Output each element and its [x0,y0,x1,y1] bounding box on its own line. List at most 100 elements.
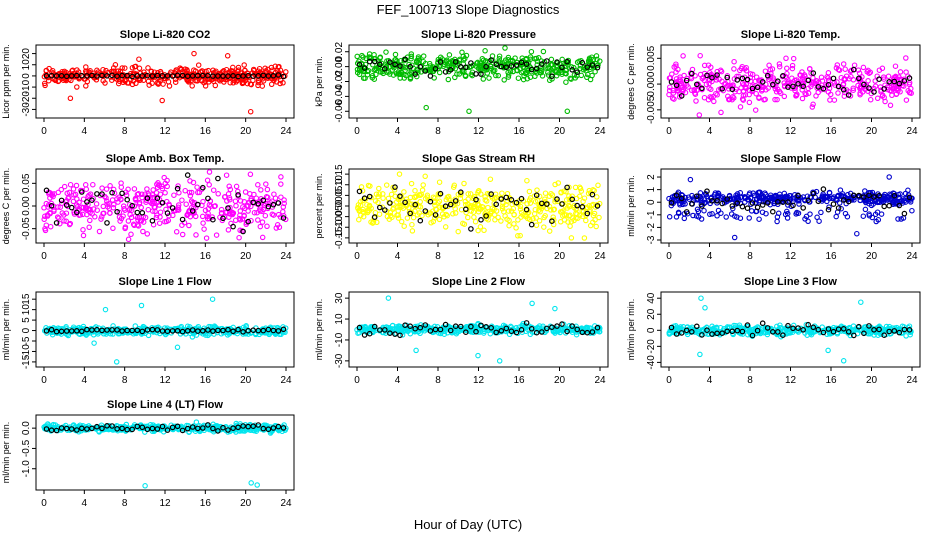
data-point [84,78,91,85]
data-point [895,216,901,222]
data-point [173,229,180,235]
reference-point [830,75,837,82]
data-point [55,78,61,85]
reference-point [270,73,277,79]
reference-point [906,194,913,201]
reference-point [205,72,211,79]
reference-point [764,200,771,206]
reference-point [412,71,419,77]
reference-point [220,73,226,79]
data-point [789,75,795,81]
reference-point [699,203,705,209]
data-point [204,216,211,222]
data-point [838,205,844,212]
data-point [111,201,117,208]
data-point [179,197,185,203]
x-tick-label: 0 [354,375,360,386]
reference-point [462,206,469,213]
y-tick-label: 0 [646,327,657,333]
data-point [258,187,264,193]
data-point [156,182,162,189]
data-point [172,79,179,85]
y-tick-label: 10 [21,304,32,316]
data-point [827,97,833,103]
data-point [669,95,676,102]
data-point [459,49,465,56]
reference-point [825,206,832,213]
reference-point [174,327,181,334]
outlier-point [413,347,419,354]
data-point [188,77,194,84]
reference-point [850,66,857,73]
data-point [125,218,132,224]
data-point [162,180,169,187]
y-tick-label: 0 [646,199,657,205]
reference-point [53,220,60,226]
reference-point [673,82,680,89]
data-point [230,210,237,216]
y-tick-label: -0.5 [21,439,32,457]
data-point [424,192,431,199]
data-point [842,66,848,72]
data-point [154,329,160,336]
data-point [194,325,201,331]
data-point [593,53,600,59]
data-point [233,203,239,209]
data-point [83,186,90,192]
data-point [166,201,172,207]
data-point [360,213,367,220]
data-point [551,206,558,213]
data-point [586,203,593,209]
x-tick-label: 16 [200,498,212,509]
reference-point [447,201,454,208]
data-point [823,81,829,88]
reference-point [744,76,751,83]
y-tick-label: 40 [646,292,657,304]
outlier-point [423,104,429,111]
data-point [376,185,382,192]
data-point [175,183,181,189]
data-point [154,80,161,86]
data-point [793,211,799,217]
data-point [120,203,127,209]
data-point [505,69,511,76]
data-point [414,66,420,73]
data-point [64,190,70,197]
data-point [255,217,261,223]
reference-point [523,206,530,213]
reference-point [179,72,186,79]
reference-point [280,326,287,333]
reference-point [866,192,872,199]
reference-point [255,327,262,334]
reference-point [468,226,474,232]
outlier-point [718,109,724,116]
data-point [730,205,736,212]
outlier-point [209,296,216,302]
reference-point [169,328,176,334]
reference-point [759,202,766,208]
y-tick-label: 30 [334,292,345,304]
data-point [508,208,515,214]
data-point [70,186,77,192]
data-point [851,62,858,68]
x-tick-label: 8 [747,251,753,262]
outlier-point [529,300,535,307]
x-tick-label: 12 [159,126,171,137]
reference-point [174,72,181,79]
data-point [227,196,233,203]
data-point [137,217,144,224]
reference-point [855,75,862,82]
outlier-point [568,235,575,241]
panel-3: Slope Li-820 Temp.0 4 8 12 16 20 24-0.0050.000… [626,29,921,137]
data-point [491,212,498,218]
x-tick-label: 16 [200,251,212,262]
data-point [756,216,762,222]
data-point [278,174,284,180]
data-point [762,96,768,103]
data-point [205,210,211,217]
reference-point [564,184,570,191]
data-point [874,95,881,102]
data-point [255,79,262,86]
data-point [524,177,530,184]
data-point [139,191,145,198]
